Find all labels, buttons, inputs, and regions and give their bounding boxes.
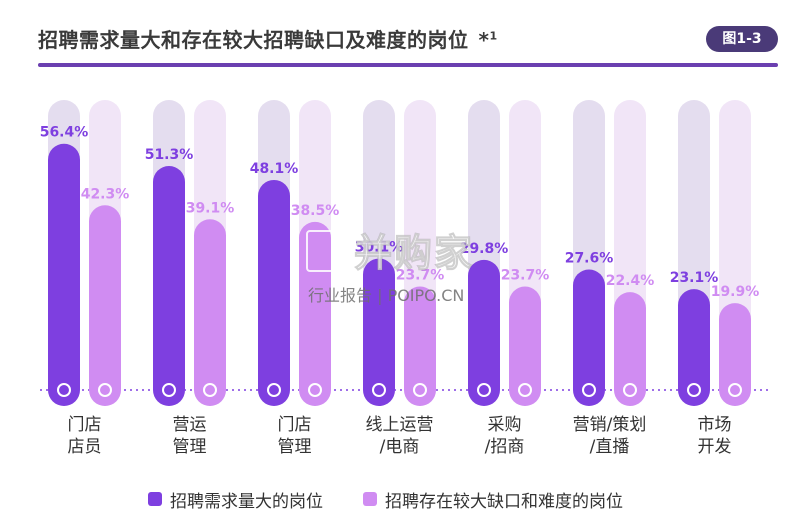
category-label: /直播 <box>590 437 630 457</box>
bar-end-marker <box>623 383 637 397</box>
category-label: 管理 <box>173 437 207 457</box>
bar-end-marker <box>98 383 112 397</box>
category-label: 管理 <box>278 437 312 457</box>
data-label: 22.4% <box>606 273 655 289</box>
legend-swatch-gap <box>363 492 377 506</box>
data-label: 39.1% <box>186 200 235 216</box>
category-label: 开发 <box>698 437 732 457</box>
bar-end-marker <box>687 383 701 397</box>
data-label: 42.3% <box>81 186 130 202</box>
bar-gap <box>194 219 226 406</box>
bar-end-marker <box>372 383 386 397</box>
legend-item-demand: 招聘需求量大的岗位 <box>148 487 323 512</box>
data-label: 19.9% <box>711 284 760 300</box>
category-label: 营销/策划 <box>573 415 647 435</box>
bar-demand <box>573 269 605 406</box>
category-label: 门店 <box>278 415 312 435</box>
bar-demand <box>258 179 290 406</box>
data-label: 38.5% <box>291 203 340 219</box>
bar-end-marker <box>728 383 742 397</box>
legend-swatch-demand <box>148 492 162 506</box>
data-label: 23.7% <box>396 268 445 284</box>
bar-end-marker <box>582 383 596 397</box>
category-label: 线上运营 <box>366 415 434 435</box>
bar-gap <box>404 286 436 406</box>
bar-end-marker <box>162 383 176 397</box>
bar-gap <box>614 292 646 406</box>
category-label: /电商 <box>380 437 420 457</box>
data-label: 30.1% <box>355 240 404 256</box>
category-label: 店员 <box>68 437 102 457</box>
chart-title: 招聘需求量大和存在较大招聘缺口及难度的岗位 *1 <box>38 24 498 53</box>
figure-label-badge: 图1-3 <box>706 26 778 52</box>
bar-chart: 56.4%42.3%门店店员51.3%39.1%营运管理48.1%38.5%门店… <box>40 100 770 457</box>
bar-end-marker <box>57 383 71 397</box>
bar-demand <box>678 289 710 406</box>
footnote-number: 1 <box>489 29 498 43</box>
bar-end-marker <box>308 383 322 397</box>
bar-end-marker <box>518 383 532 397</box>
data-label: 56.4% <box>40 125 89 141</box>
bar-demand <box>468 259 500 406</box>
bar-demand <box>153 165 185 406</box>
title-divider <box>38 63 778 67</box>
data-label: 27.6% <box>565 250 614 266</box>
data-label: 29.8% <box>460 241 509 257</box>
legend-label-demand: 招聘需求量大的岗位 <box>170 491 323 512</box>
bar-gap <box>719 303 751 406</box>
bar-end-marker <box>267 383 281 397</box>
bar-demand <box>363 258 395 406</box>
footnote-mark: * <box>478 28 490 52</box>
bar-end-marker <box>413 383 427 397</box>
data-label: 23.7% <box>501 268 550 284</box>
category-label: 门店 <box>68 415 102 435</box>
bar-gap <box>89 205 121 406</box>
category-label: 市场 <box>698 415 732 435</box>
category-label: /招商 <box>485 437 525 457</box>
category-label: 采购 <box>488 415 522 435</box>
legend-item-gap: 招聘存在较大缺口和难度的岗位 <box>363 487 623 512</box>
data-label: 51.3% <box>145 147 194 163</box>
category-label: 营运 <box>173 415 207 435</box>
bar-demand <box>48 143 80 406</box>
bar-end-marker <box>477 383 491 397</box>
legend-label-gap: 招聘存在较大缺口和难度的岗位 <box>385 491 623 512</box>
legend: 招聘需求量大的岗位 招聘存在较大缺口和难度的岗位 <box>148 486 623 512</box>
bar-end-marker <box>203 383 217 397</box>
chart-title-text: 招聘需求量大和存在较大招聘缺口及难度的岗位 <box>38 28 469 52</box>
bar-gap <box>509 286 541 406</box>
title-row: 招聘需求量大和存在较大招聘缺口及难度的岗位 *1 图1-3 <box>38 22 778 58</box>
data-label: 48.1% <box>250 161 299 177</box>
bar-gap <box>299 221 331 406</box>
data-label: 23.1% <box>670 270 719 286</box>
